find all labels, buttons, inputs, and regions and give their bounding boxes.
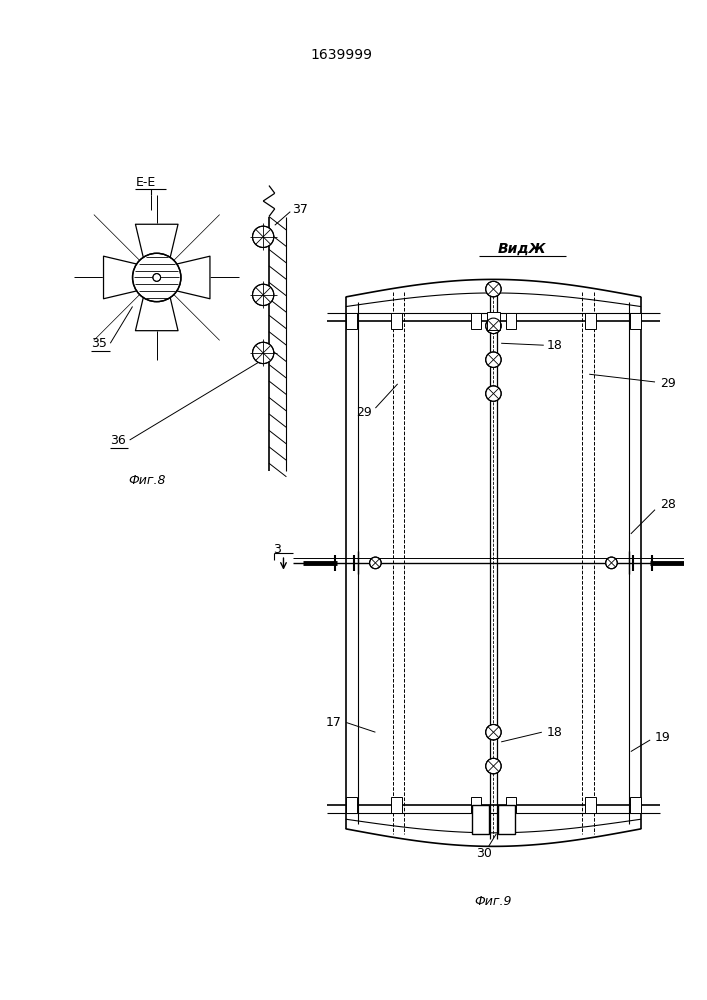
Bar	[471, 797, 481, 813]
Text: 30: 30	[476, 847, 491, 860]
Circle shape	[252, 284, 274, 306]
Text: ВидЖ: ВидЖ	[498, 241, 547, 255]
Text: 3: 3	[706, 543, 707, 556]
Text: 1639999: 1639999	[310, 48, 373, 62]
Text: 35: 35	[91, 337, 107, 350]
Bar	[506, 313, 516, 329]
Text: Фиг.9: Фиг.9	[474, 895, 512, 908]
Bar	[498, 805, 515, 834]
Circle shape	[486, 724, 501, 740]
Text: 36: 36	[110, 434, 126, 447]
Text: E-E: E-E	[136, 176, 156, 189]
Circle shape	[132, 253, 181, 302]
Bar	[346, 797, 356, 813]
Bar	[631, 797, 641, 813]
Text: 37: 37	[292, 203, 308, 216]
Bar	[471, 313, 481, 329]
Bar	[472, 805, 489, 834]
Polygon shape	[136, 224, 178, 277]
Bar	[585, 797, 595, 813]
Text: 19: 19	[655, 731, 671, 744]
Text: 29: 29	[660, 377, 676, 390]
Circle shape	[153, 274, 160, 281]
Bar	[392, 797, 402, 813]
Circle shape	[486, 281, 501, 297]
Circle shape	[252, 226, 274, 247]
Circle shape	[252, 342, 274, 364]
Text: 18: 18	[547, 726, 563, 739]
Bar	[346, 313, 356, 329]
Circle shape	[486, 758, 501, 774]
Polygon shape	[103, 256, 157, 299]
Bar	[631, 313, 641, 329]
Circle shape	[486, 352, 501, 367]
Circle shape	[486, 318, 501, 334]
Bar	[486, 312, 501, 330]
Text: 29: 29	[356, 406, 372, 419]
Bar	[506, 797, 516, 813]
Text: Фиг.8: Фиг.8	[128, 474, 166, 487]
Polygon shape	[157, 256, 210, 299]
Circle shape	[370, 557, 381, 569]
Text: 18: 18	[547, 339, 563, 352]
Bar	[392, 313, 402, 329]
Circle shape	[606, 557, 617, 569]
Bar	[585, 313, 595, 329]
Polygon shape	[136, 277, 178, 331]
Text: 17: 17	[326, 716, 341, 729]
Text: 28: 28	[660, 498, 676, 511]
Text: 3: 3	[273, 543, 281, 556]
Circle shape	[486, 386, 501, 401]
